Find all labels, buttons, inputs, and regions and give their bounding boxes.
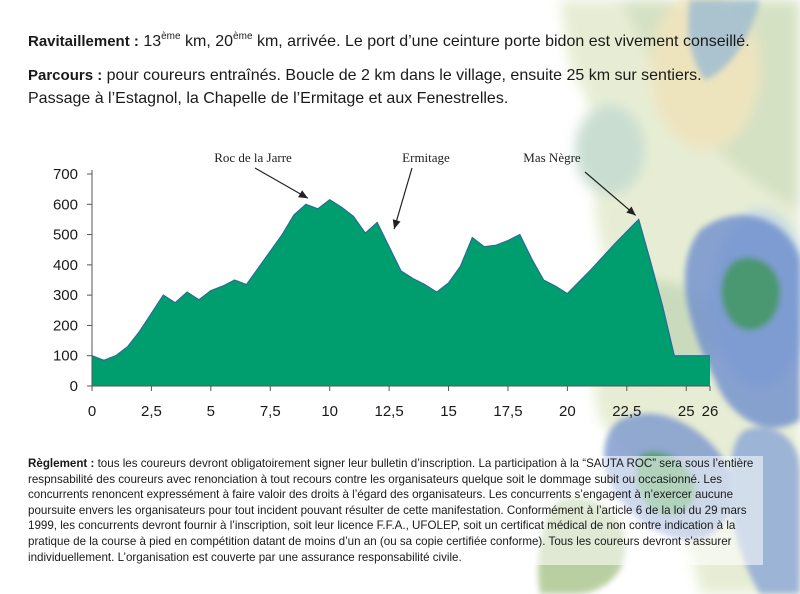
y-tick-label: 500 (53, 227, 78, 244)
x-tick-label: 5 (207, 403, 215, 420)
elevation-profile-chart: 0 100 200 300 400 500 600 700 0 2,5 5 7,5 10 12,5 15 17… (53, 150, 718, 420)
x-tick-label: 7,5 (260, 403, 281, 420)
y-tick-label: 200 (53, 317, 78, 334)
y-tick-label: 100 (53, 348, 78, 365)
x-tick-label: 12,5 (375, 403, 404, 420)
x-tick-label: 15 (440, 403, 457, 420)
chart-annotations: Roc de la Jarre Ermitage Mas Nègre (214, 150, 637, 230)
x-tick-label: 20 (559, 403, 576, 420)
ravitaillement-km2: km, 20 (180, 33, 234, 50)
reglement-text: tous les coureurs devront obligatoiremen… (28, 457, 754, 564)
parcours-paragraph: Parcours : pour coureurs entraînés. Bouc… (28, 64, 768, 110)
reglement-label: Règlement : (28, 457, 95, 470)
x-tick-label: 25 (678, 403, 695, 420)
annotation-label: Roc de la Jarre (214, 150, 292, 165)
annotation-arrow-line (254, 167, 309, 199)
x-tick-label: 2,5 (141, 403, 162, 420)
annotation-arrow-line (393, 167, 413, 230)
ravitaillement-km1: 13 (143, 33, 162, 50)
annotation-label: Ermitage (402, 150, 450, 165)
y-tick-label: 0 (70, 378, 78, 395)
y-tick-label: 700 (53, 166, 78, 183)
x-tick-label: 26 (702, 403, 719, 420)
annotation-arrowhead (298, 190, 308, 199)
ravitaillement-sup2: ème (233, 30, 253, 42)
x-tick-label: 10 (321, 403, 338, 420)
x-tick-label: 0 (88, 403, 96, 420)
elevation-area (92, 199, 710, 386)
x-tick-label: 17,5 (493, 403, 522, 420)
ravitaillement-text: km, arrivée. Le port d’une ceinture port… (252, 33, 750, 50)
y-tick-label: 600 (53, 196, 78, 213)
parcours-text: pour coureurs entraînés. Boucle de 2 km … (28, 67, 702, 107)
annotation-arrowhead (626, 206, 636, 216)
elevation-area-layer (91, 198, 710, 386)
elevation-line (91, 198, 710, 361)
annotation-label: Mas Nègre (523, 150, 581, 165)
x-tick-label: 22,5 (612, 403, 641, 420)
ravitaillement-paragraph: Ravitaillement : 13ème km, 20ème km, arr… (28, 30, 768, 53)
parcours-label: Parcours : (28, 67, 103, 84)
ravitaillement-label: Ravitaillement : (28, 33, 139, 50)
reglement-paragraph: Règlement : tous les coureurs devront ob… (28, 456, 763, 566)
annotation-arrow-line (584, 171, 637, 216)
chart-axes: 0 100 200 300 400 500 600 700 0 2,5 5 7,5 10 12,5 15 17… (53, 166, 718, 420)
annotation-arrowhead (392, 219, 401, 230)
y-tick-label: 300 (53, 287, 78, 304)
y-tick-label: 400 (53, 257, 78, 274)
ravitaillement-sup1: ème (161, 30, 181, 42)
